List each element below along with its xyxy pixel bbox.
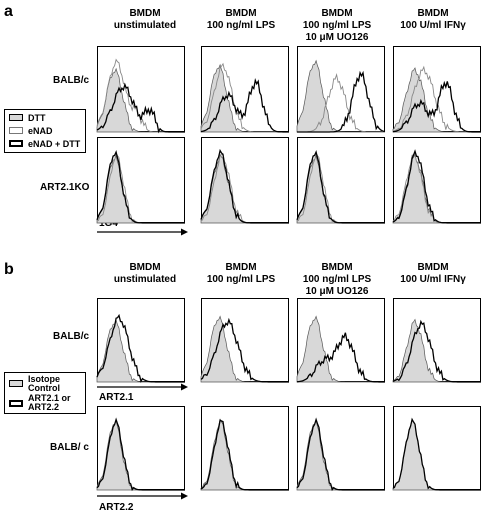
panel-b-axis-arrow-1 [97, 383, 188, 391]
histogram-line-1 [96, 417, 185, 492]
panel-b-axis-label-1: ART2.1 [99, 392, 134, 403]
panel-b-row-1-label: BALB/c [53, 331, 90, 342]
hist-a-r2-c4 [392, 137, 481, 224]
hist-a-r2-c1 [96, 137, 185, 224]
legend-label-isotype: Isotope Control [28, 374, 61, 393]
hist-a-r2-c3 [296, 137, 385, 224]
histogram-filled [96, 419, 185, 491]
legend-swatch-isotype [9, 380, 23, 387]
histogram-line-1 [297, 72, 385, 133]
histogram-line-1 [200, 62, 289, 133]
legend-label-enad: eNAD [28, 126, 53, 136]
histogram-line-1 [392, 417, 481, 491]
panel-b-row-2-label: BALB/ c [50, 442, 89, 453]
legend-swatch-dtt [9, 114, 23, 121]
histogram-line-1 [296, 417, 385, 492]
hist-a-r1-c4 [392, 46, 481, 133]
hist-a-r2-c2 [200, 137, 289, 224]
histogram-line-1 [96, 313, 185, 384]
legend-label-dtt: DTT [28, 113, 46, 123]
panel-b-axis-label-2: ART2.2 [99, 502, 134, 513]
histogram-filled [296, 419, 385, 491]
hist-b-r2-c4 [392, 406, 481, 491]
hist-a-r1-c1 [96, 46, 185, 134]
histogram-filled [392, 418, 481, 491]
histogram-filled [200, 418, 289, 491]
panel-a-letter: a [4, 3, 13, 20]
hist-b-r1-c4 [392, 298, 481, 383]
panel-b-axis-arrow-2 [97, 492, 188, 500]
histogram-line-2 [200, 77, 289, 133]
histogram-line-2 [392, 80, 481, 133]
histogram-line-1 [296, 332, 385, 383]
histogram-filled [200, 63, 289, 133]
legend-swatch-enad-dtt [9, 140, 23, 147]
panel-b-col-3-header: BMDM 100 ng/ml LPS 10 μM UO126 [302, 262, 372, 297]
histogram-filled [392, 67, 481, 133]
hist-b-r1-c3 [296, 298, 385, 383]
hist-b-r1-c2 [200, 298, 289, 383]
histogram-line-1 [392, 319, 481, 383]
panel-a-row-1-label: BALB/c [53, 75, 90, 86]
panel-a-axis-label: 1G4 [99, 218, 118, 229]
histogram-line-1 [200, 317, 289, 383]
histogram-filled [200, 153, 289, 224]
panel-a-col-3-header: BMDM 100 ng/ml LPS 10 μM UO126 [302, 8, 372, 43]
panel-a-col-2-header: BMDM 100 ng/ml LPS [206, 8, 276, 31]
hist-a-r1-c2 [200, 46, 289, 133]
histogram-line-1 [200, 419, 289, 491]
histogram-filled [296, 315, 385, 383]
histogram-line-2 [200, 148, 289, 224]
panel-a-axis-arrow [97, 228, 188, 236]
hist-b-r2-c3 [296, 406, 385, 492]
histogram-filled [296, 59, 385, 133]
panel-b-legend: Isotope Control ART2.1 or ART2.2 [4, 372, 86, 414]
panel-b-col-1-header: BMDM unstimulated [113, 262, 177, 285]
panel-a-legend: DTT eNAD eNAD + DTT [4, 109, 86, 153]
panel-a-col-1-header: BMDM unstimulated [113, 8, 177, 31]
hist-b-r2-c2 [200, 406, 289, 491]
panel-a-row-2-label: ART2.1KO [40, 182, 90, 193]
legend-label-enad-dtt: eNAD + DTT [28, 139, 81, 149]
hist-b-r1-c1 [96, 298, 185, 384]
hist-b-r2-c1 [96, 406, 185, 492]
legend-label-art2: ART2.1 or ART2.2 [28, 393, 71, 412]
histogram-line-2 [392, 149, 481, 224]
panel-b-col-2-header: BMDM 100 ng/ml LPS [206, 262, 276, 285]
histogram-line-2 [96, 82, 185, 134]
panel-b-col-4-header: BMDM 100 U/ml IFNγ [400, 262, 466, 285]
legend-swatch-art2 [9, 400, 23, 407]
histogram-filled [96, 319, 185, 383]
panel-a-col-4-header: BMDM 100 U/ml IFNγ [400, 8, 466, 31]
histogram-line-2 [296, 149, 385, 224]
histogram-line-2 [297, 70, 386, 133]
panel-b-letter: b [4, 261, 14, 278]
hist-a-r1-c3 [296, 46, 386, 133]
histogram-line-2 [96, 149, 185, 224]
legend-swatch-enad [9, 127, 23, 134]
